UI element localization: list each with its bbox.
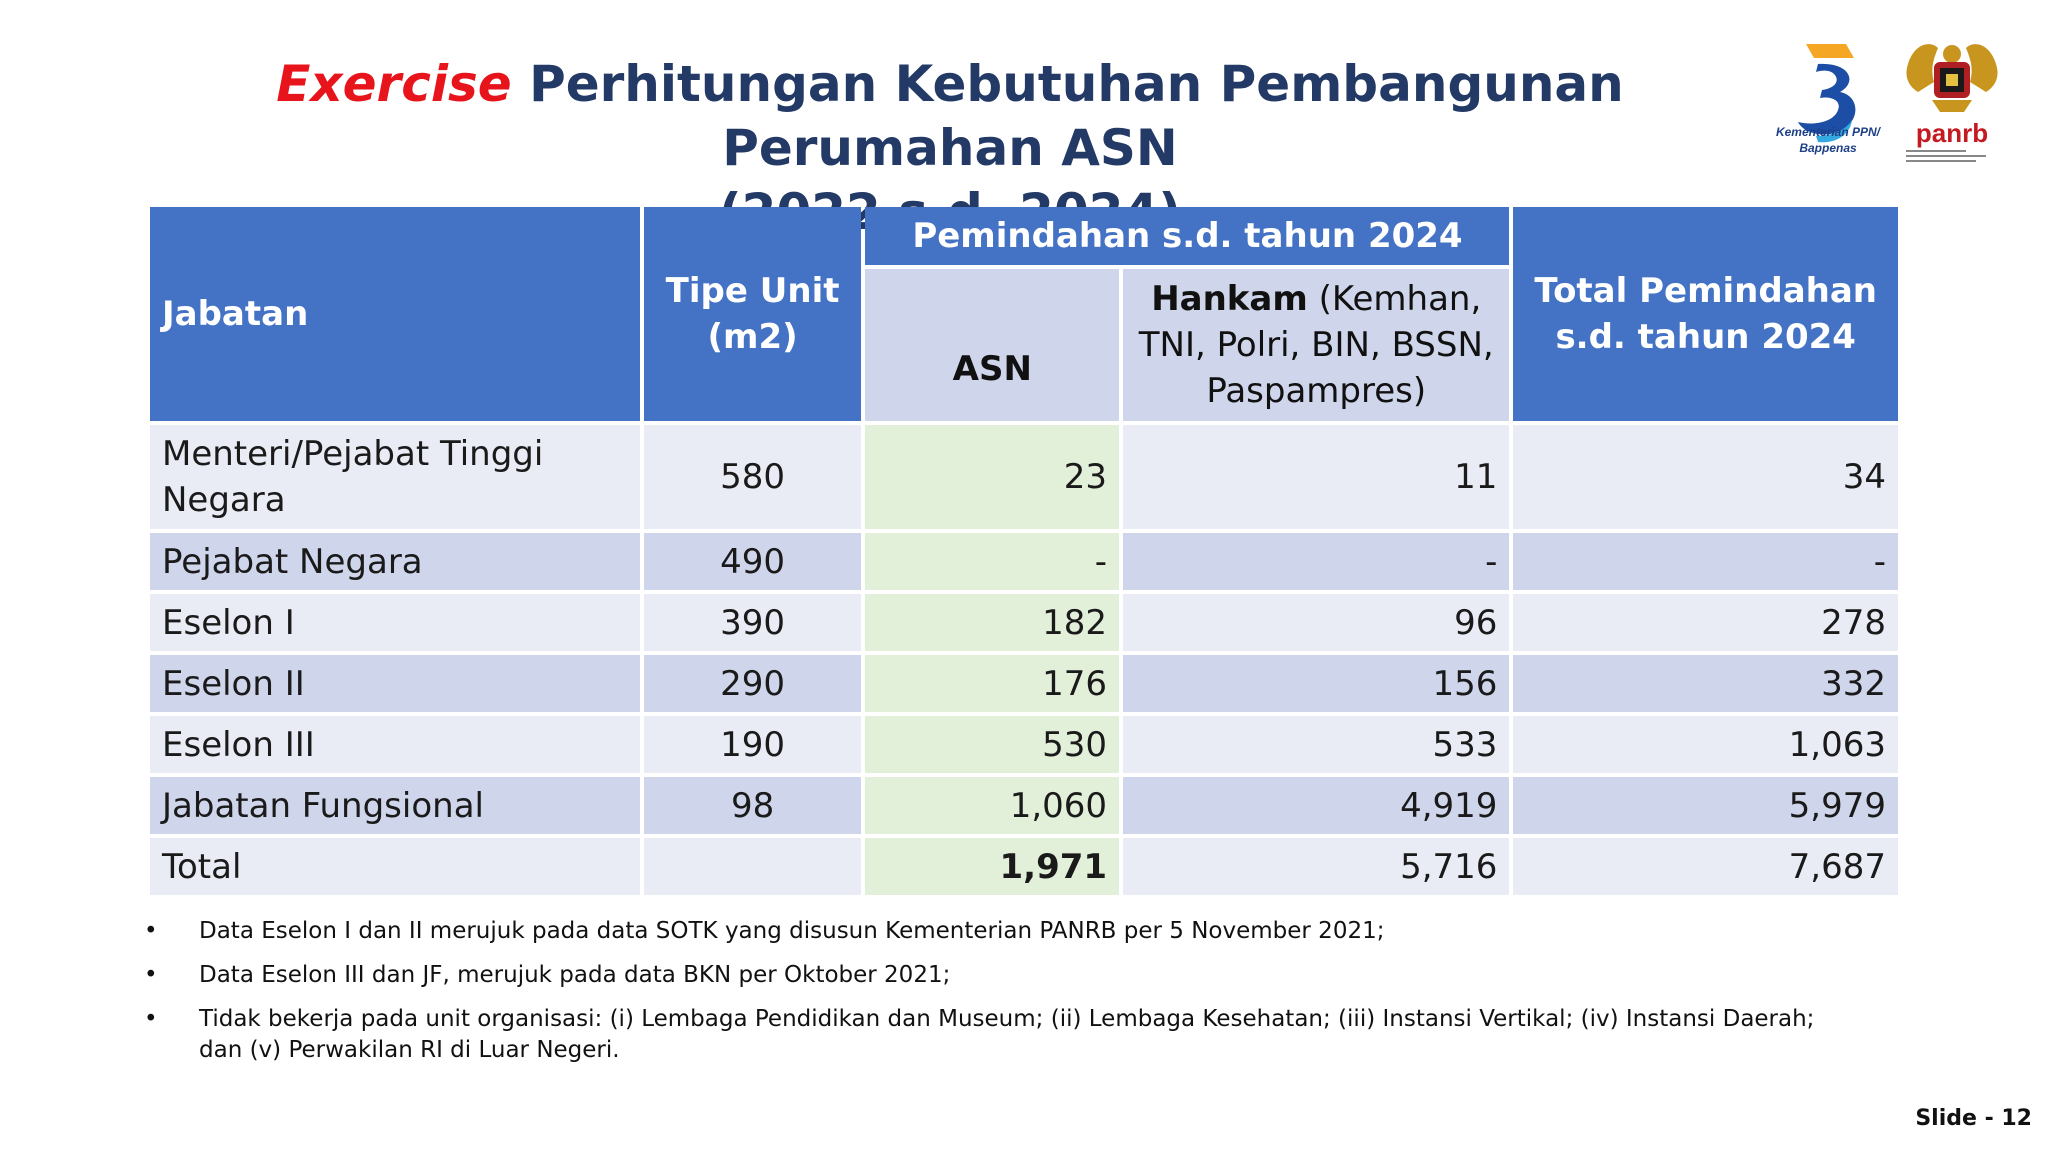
panrb-logo: panrb [1906,44,1998,162]
panrb-logo-text: panrb [1916,118,1988,148]
header-asn: ASN [865,269,1120,421]
cell-hankam: 533 [1123,716,1510,773]
cell-total: 1,063 [1513,716,1898,773]
title-highlight: Exercise [276,55,512,113]
cell-jabatan: Eselon II [150,655,640,712]
slide-number: Slide - 12 [1915,1106,2032,1131]
cell-total: 34 [1513,425,1898,529]
cell-jabatan: Pejabat Negara [150,533,640,590]
cell-hankam: 5,716 [1123,838,1510,895]
cell-tipe [643,838,862,895]
cell-asn: 1,060 [865,777,1120,834]
cell-hankam: 11 [1123,425,1510,529]
cell-asn: 23 [865,425,1120,529]
cell-asn: 530 [865,716,1120,773]
footnote-item: • Data Eselon I dan II merujuk pada data… [140,916,1860,947]
panrb-tagline-line [1906,150,1966,152]
panrb-tagline-line [1906,160,1976,162]
cell-tipe: 190 [643,716,862,773]
bullet-icon: • [144,918,158,944]
cell-jabatan: Jabatan Fungsional [150,777,640,834]
cell-jabatan: Total [150,838,640,895]
cell-tipe: 98 [643,777,862,834]
cell-asn: 176 [865,655,1120,712]
header-pemindahan: Pemindahan s.d. tahun 2024 [865,207,1510,265]
header-hankam-detail: (Kemhan, TNI, Polri, BIN, BSSN, Paspampr… [1138,279,1494,411]
header-hankam-bold: Hankam [1151,279,1308,319]
cell-tipe: 390 [643,594,862,651]
cell-jabatan: Eselon III [150,716,640,773]
bappenas-logo-text-line2: Bappenas [1799,141,1857,155]
bappenas-logo: Kementerian PPN/ Bappenas [1776,44,1882,155]
bullet-icon: • [144,1006,158,1032]
header-total: Total Pemindahan s.d. tahun 2024 [1513,207,1898,421]
header-hankam: Hankam (Kemhan, TNI, Polri, BIN, BSSN, P… [1123,269,1510,421]
cell-asn: 1,971 [865,838,1120,895]
table-row-total: Total 1,971 5,716 7,687 [150,838,1898,895]
title-line-1: Exercise Perhitungan Kebutuhan Pembangun… [150,52,1750,180]
cell-total: - [1513,533,1898,590]
bappenas-logo-top-shape [1806,44,1854,58]
cell-total: 5,979 [1513,777,1898,834]
table-row: Pejabat Negara 490 - - - [150,533,1898,590]
garuda-emblem-icon [1906,44,1998,112]
cell-hankam: 96 [1123,594,1510,651]
cell-hankam: - [1123,533,1510,590]
footnote-item: • Data Eselon III dan JF, merujuk pada d… [140,960,1860,991]
housing-needs-table: Jabatan Tipe Unit (m2) Pemindahan s.d. t… [146,203,1902,899]
footnote-text: Data Eselon I dan II merujuk pada data S… [199,918,1385,944]
cell-total: 278 [1513,594,1898,651]
panrb-tagline-line [1906,155,1986,157]
footnote-text: Tidak bekerja pada unit organisasi: (i) … [199,1006,1815,1063]
cell-total: 7,687 [1513,838,1898,895]
cell-hankam: 156 [1123,655,1510,712]
title-main: Perhitungan Kebutuhan Pembangunan Peruma… [529,55,1624,177]
bullet-icon: • [144,962,158,988]
cell-jabatan: Menteri/Pejabat Tinggi Negara [150,425,640,529]
cell-jabatan: Eselon I [150,594,640,651]
cell-tipe: 290 [643,655,862,712]
bappenas-logo-three [1798,63,1856,135]
footnote-text: Data Eselon III dan JF, merujuk pada dat… [199,962,951,988]
header-jabatan: Jabatan [150,207,640,421]
table-row: Eselon I 390 182 96 278 [150,594,1898,651]
table-row: Eselon III 190 530 533 1,063 [150,716,1898,773]
bappenas-logo-wave [1816,120,1852,143]
cell-tipe: 580 [643,425,862,529]
bappenas-logo-text-line1: Kementerian PPN/ [1776,125,1882,139]
cell-asn: - [865,533,1120,590]
table-row: Eselon II 290 176 156 332 [150,655,1898,712]
table-row: Menteri/Pejabat Tinggi Negara 580 23 11 … [150,425,1898,529]
cell-tipe: 490 [643,533,862,590]
header-tipe-unit: Tipe Unit (m2) [643,207,862,421]
footnote-item: • Tidak bekerja pada unit organisasi: (i… [140,1004,1860,1066]
cell-asn: 182 [865,594,1120,651]
table-row: Jabatan Fungsional 98 1,060 4,919 5,979 [150,777,1898,834]
cell-hankam: 4,919 [1123,777,1510,834]
footnotes: • Data Eselon I dan II merujuk pada data… [140,916,1860,1079]
cell-total: 332 [1513,655,1898,712]
